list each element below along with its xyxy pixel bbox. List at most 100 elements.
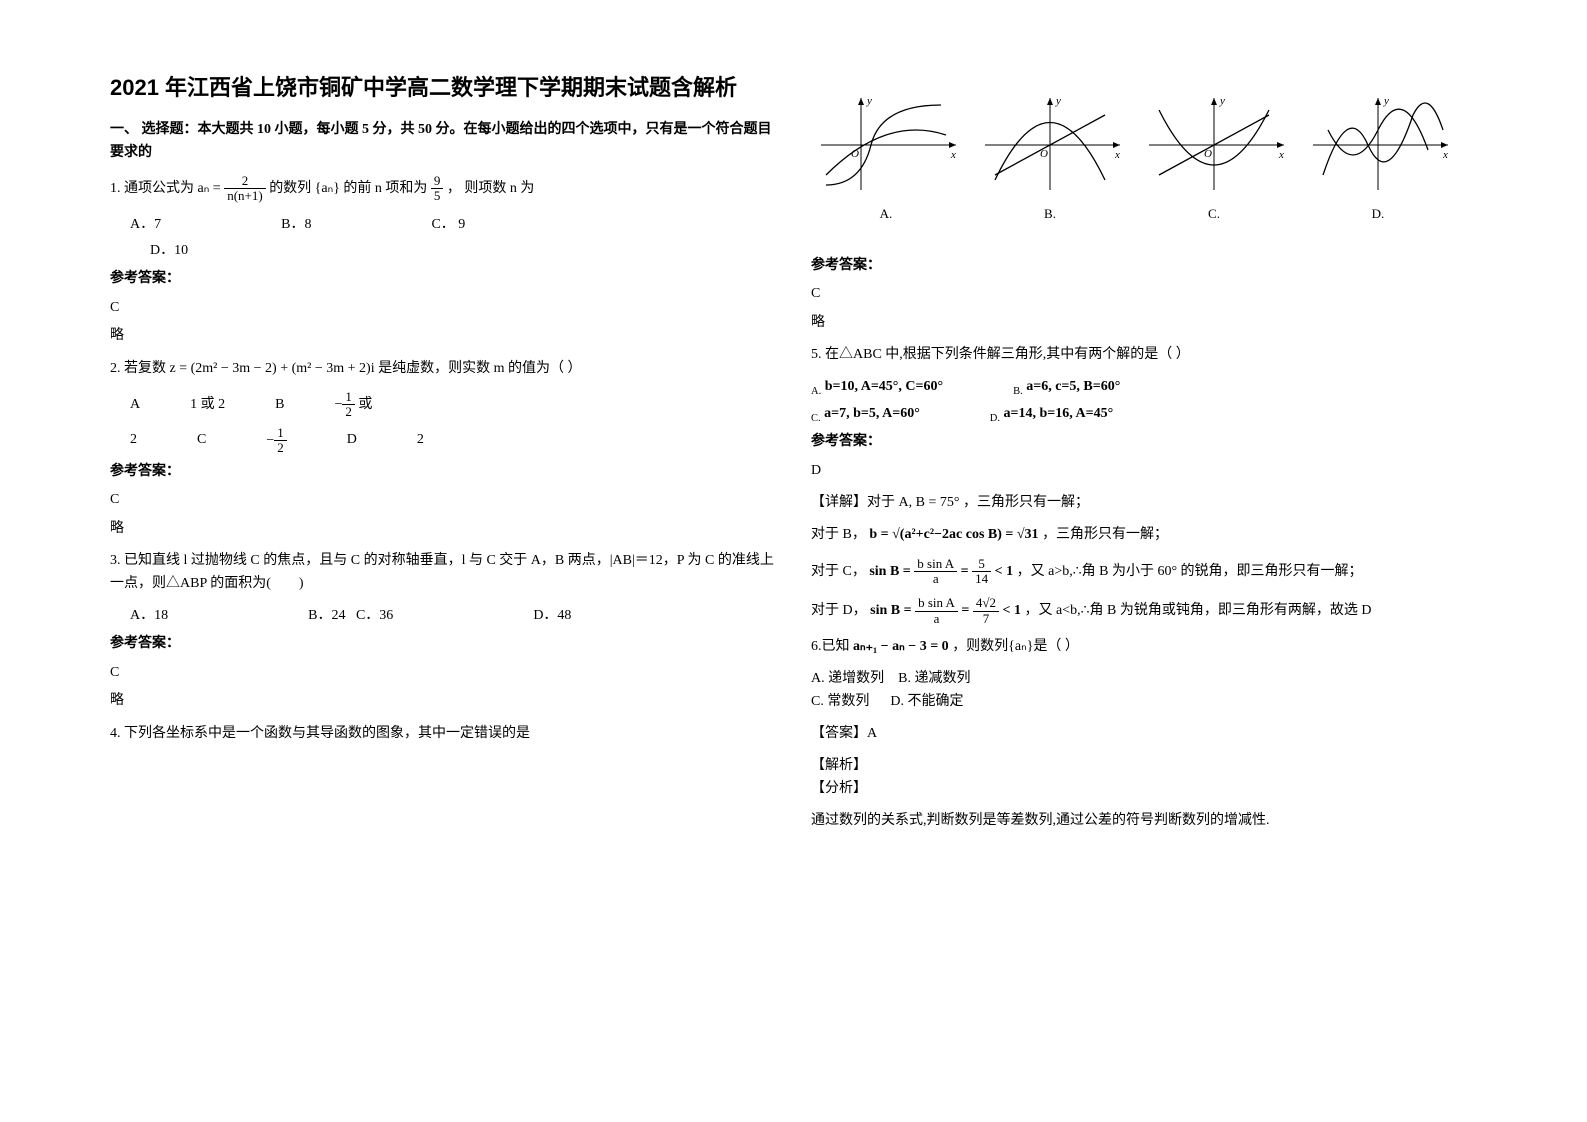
frac-num: 5 [972, 557, 991, 572]
graph-a-label: A. [811, 204, 961, 225]
frac-num: 1 [274, 426, 287, 441]
q1-option-d: D．10 [150, 240, 781, 262]
svg-text:y: y [1383, 95, 1389, 107]
q1-stem-mid: 的数列 {aₙ} 的前 n 项和为 [269, 181, 431, 196]
q3-omit: 略 [110, 690, 781, 712]
q1-fraction-2: 9 5 [431, 174, 444, 204]
q2-frac-c: 12 [274, 426, 287, 456]
q5-expb-pre: 对于 B， [811, 527, 866, 542]
q1-option-a: A．7 [130, 214, 161, 236]
document-title: 2021 年江西省上饶市铜矿中学高二数学理下学期期末试题含解析 [110, 70, 781, 105]
left-column: 2021 年江西省上饶市铜矿中学高二数学理下学期期末试题含解析 一、 选择题：本… [95, 70, 796, 1092]
q5-a-label: A. [811, 386, 821, 397]
q5-expd-pre: 对于 D， [811, 603, 867, 618]
q2-answer: C [110, 489, 781, 511]
q2-frac-b: 12 [342, 390, 355, 420]
q5-expc-pre: 对于 C， [811, 564, 866, 579]
q4-omit: 略 [811, 312, 1482, 334]
q5-expd-frac1: b sin Aa [915, 596, 958, 626]
q6-option-d: D. 不能确定 [890, 694, 963, 709]
q6-ana-label: 【分析】 [811, 778, 1482, 800]
q1-answer: C [110, 297, 781, 319]
section-heading: 一、 选择题：本大题共 10 小题，每小题 5 分，共 50 分。在每小题给出的… [110, 119, 781, 164]
graph-d-label: D. [1303, 204, 1453, 225]
exp-label: 【详解】 [811, 495, 867, 510]
q6-options: A. 递增数列 B. 递减数列 [811, 668, 1482, 690]
q5-explanation: 【详解】对于 A, B = 75° ，三角形只有一解； [811, 492, 1482, 514]
frac-num: 4√2 [973, 596, 999, 611]
question-4: 4. 下列各坐标系中是一个函数与其导函数的图象，其中一定错误的是 [110, 723, 781, 745]
svg-text:x: x [950, 149, 956, 161]
graph-c: x y O C. [1139, 90, 1289, 225]
q5-exp-b: 对于 B， b = √(a²+c²−2ac cos B) = √31 ，三角形只… [811, 524, 1482, 546]
q6-exp-label: 【解析】 [811, 755, 1482, 777]
q5-d-label: D. [990, 413, 1000, 424]
q5-answer: D [811, 460, 1482, 482]
question-5: 5. 在△ABC 中,根据下列条件解三角形,其中有两个解的是（ ） [811, 344, 1482, 366]
q2-opt-c-label: C [197, 429, 206, 451]
lt-one: < 1 [1003, 603, 1021, 618]
frac-num: 1 [342, 390, 355, 405]
question-3: 3. 已知直线 l 过抛物线 C 的焦点，且与 C 的对称轴垂直，l 与 C 交… [110, 550, 781, 595]
q2-formula: z = (2m² − 3m − 2) + (m² − 3m + 2)i [170, 361, 375, 376]
question-6: 6.已知 aₙ₊₁ − aₙ − 3 = 0 ，则数列{aₙ}是（ ） [811, 636, 1482, 658]
svg-text:y: y [1219, 95, 1225, 107]
frac-den: 5 [431, 189, 444, 203]
frac-num: 9 [431, 174, 444, 189]
q2-omit: 略 [110, 518, 781, 540]
frac-den: 14 [972, 572, 991, 586]
q4-answer: C [811, 283, 1482, 305]
graph-c-svg: x y O [1139, 90, 1289, 200]
page: 2021 年江西省上饶市铜矿中学高二数学理下学期期末试题含解析 一、 选择题：本… [0, 0, 1587, 1122]
answer-label: 参考答案： [811, 431, 1482, 453]
q5-expc-lhs: sin B = [869, 564, 914, 579]
frac-den: n(n+1) [224, 189, 266, 203]
q1-omit: 略 [110, 325, 781, 347]
q5-option-c: a=7, b=5, A=60° [824, 406, 920, 421]
q5-expc-frac2: 514 [972, 557, 991, 587]
q6-option-b: B. 递减数列 [898, 671, 970, 686]
q5-expd-lhs: sin B = [870, 603, 915, 618]
q2-opt-c-value: −12 [266, 426, 286, 456]
q2-options: A 1 或 2 B −12 或 2 C −12 D 2 [130, 390, 781, 455]
neg-sign: − [334, 397, 342, 412]
q5-expb-tail: ，三角形只有一解； [1042, 527, 1168, 542]
q5-option-d: a=14, b=16, A=45° [1004, 406, 1114, 421]
q6-option-c: C. 常数列 [811, 694, 869, 709]
graph-c-label: C. [1139, 204, 1289, 225]
q5-expc-frac1: b sin Aa [914, 557, 957, 587]
q2-opt-b-value: −12 或 [334, 390, 372, 420]
q6-stem-pre: 6.已知 [811, 639, 853, 654]
q2-opt-b-label: B [275, 394, 284, 416]
frac-den: a [915, 612, 958, 626]
answer-label: 参考答案： [110, 633, 781, 655]
q2-opt-d-value: 2 [417, 429, 424, 451]
q5-exp-d: 对于 D， sin B = b sin Aa = 4√27 < 1 ，又 a<b… [811, 596, 1482, 626]
question-1: 1. 通项公式为 aₙ = 2 n(n+1) 的数列 {aₙ} 的前 n 项和为… [110, 174, 781, 204]
q1-formula-lhs: aₙ = [198, 181, 221, 196]
q2-stem-prefix: 2. 若复数 [110, 361, 170, 376]
q6-analysis: 通过数列的关系式,判断数列是等差数列,通过公差的符号判断数列的增减性. [811, 810, 1482, 832]
eq-sign: = [961, 603, 972, 618]
svg-text:O: O [851, 148, 859, 160]
q1-stem-tail: ， 则项数 n 为 [447, 181, 535, 196]
q2-stem-tail: 是纯虚数，则实数 m 的值为（ ） [378, 361, 581, 376]
q2-opt-a-label: A [130, 394, 140, 416]
graph-b: x y O B. [975, 90, 1125, 225]
q5-expc-tail: ，又 a>b,∴角 B 为小于 60° 的锐角，即三角形只有一解； [1017, 564, 1363, 579]
frac-den: 2 [342, 405, 355, 419]
q6-formula: aₙ₊₁ − aₙ − 3 = 0 [853, 639, 949, 654]
frac-den: 2 [274, 441, 287, 455]
graph-b-svg: x y O [975, 90, 1125, 200]
question-2: 2. 若复数 z = (2m² − 3m − 2) + (m² − 3m + 2… [110, 358, 781, 380]
q2-opt-d-label: D [347, 429, 357, 451]
frac-num: b sin A [914, 557, 957, 572]
q1-options: A．7 B．8 C． 9 D．10 [130, 214, 781, 263]
svg-text:x: x [1114, 149, 1120, 161]
answer-label: 参考答案： [110, 268, 781, 290]
svg-text:y: y [1055, 95, 1061, 107]
q5-options: A. b=10, A=45°, C=60° B. a=6, c=5, B=60°… [811, 376, 1482, 425]
graph-d-svg: x y [1303, 90, 1453, 200]
answer-label: 参考答案： [110, 461, 781, 483]
q3-option-d: D．48 [533, 605, 571, 627]
